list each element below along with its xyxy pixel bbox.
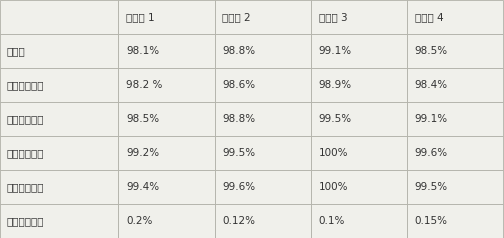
Bar <box>215 102 311 136</box>
Text: 碳酸钙阻垒率: 碳酸钙阻垒率 <box>6 80 43 90</box>
Text: 98.5%: 98.5% <box>415 46 448 56</box>
Bar <box>0 170 118 204</box>
Text: 实施例 1: 实施例 1 <box>126 12 155 22</box>
Bar <box>118 68 215 102</box>
Text: 阻垒率: 阻垒率 <box>6 46 25 56</box>
Text: 100%: 100% <box>319 182 348 192</box>
Bar <box>215 34 311 68</box>
Text: 0.12%: 0.12% <box>222 216 255 226</box>
Text: 98.2 %: 98.2 % <box>126 80 162 90</box>
Text: 实施例 2: 实施例 2 <box>222 12 251 22</box>
Bar <box>407 102 503 136</box>
Bar <box>0 0 118 34</box>
Bar <box>215 68 311 102</box>
Text: 99.2%: 99.2% <box>126 148 159 158</box>
Text: 实施例 3: 实施例 3 <box>319 12 347 22</box>
Text: 99.1%: 99.1% <box>319 46 352 56</box>
Bar <box>311 68 407 102</box>
Text: 微润管堆塞率: 微润管堆塞率 <box>6 216 43 226</box>
Bar <box>407 204 503 238</box>
Text: 99.6%: 99.6% <box>415 148 448 158</box>
Bar <box>118 102 215 136</box>
Text: 实施例 4: 实施例 4 <box>415 12 444 22</box>
Text: 99.6%: 99.6% <box>222 182 256 192</box>
Text: 99.1%: 99.1% <box>415 114 448 124</box>
Bar <box>118 204 215 238</box>
Text: 98.1%: 98.1% <box>126 46 159 56</box>
Bar <box>0 204 118 238</box>
Bar <box>311 34 407 68</box>
Text: 99.5%: 99.5% <box>319 114 352 124</box>
Text: 100%: 100% <box>319 148 348 158</box>
Text: 0.15%: 0.15% <box>415 216 448 226</box>
Bar <box>407 34 503 68</box>
Bar <box>215 0 311 34</box>
Text: 99.5%: 99.5% <box>222 148 256 158</box>
Bar <box>0 34 118 68</box>
Text: 98.5%: 98.5% <box>126 114 159 124</box>
Bar <box>311 102 407 136</box>
Text: 98.8%: 98.8% <box>222 46 256 56</box>
Text: 98.6%: 98.6% <box>222 80 256 90</box>
Bar <box>0 68 118 102</box>
Bar <box>118 34 215 68</box>
Bar <box>118 136 215 170</box>
Bar <box>407 0 503 34</box>
Bar <box>215 204 311 238</box>
Bar <box>215 170 311 204</box>
Bar <box>407 170 503 204</box>
Bar <box>215 136 311 170</box>
Bar <box>118 0 215 34</box>
Bar <box>0 102 118 136</box>
Text: 碳酸镁阻垒率: 碳酸镁阻垒率 <box>6 114 43 124</box>
Text: 98.4%: 98.4% <box>415 80 448 90</box>
Bar <box>311 170 407 204</box>
Text: 0.2%: 0.2% <box>126 216 152 226</box>
Bar <box>0 136 118 170</box>
Text: 99.5%: 99.5% <box>415 182 448 192</box>
Bar <box>407 68 503 102</box>
Text: 碳酸鈢阻垒率: 碳酸鈢阻垒率 <box>6 182 43 192</box>
Text: 98.9%: 98.9% <box>319 80 352 90</box>
Text: 99.4%: 99.4% <box>126 182 159 192</box>
Bar <box>407 136 503 170</box>
Bar <box>118 170 215 204</box>
Bar <box>311 0 407 34</box>
Bar <box>311 136 407 170</box>
Text: 硫酸钙阻垒率: 硫酸钙阻垒率 <box>6 148 43 158</box>
Text: 98.8%: 98.8% <box>222 114 256 124</box>
Text: 0.1%: 0.1% <box>319 216 345 226</box>
Bar <box>311 204 407 238</box>
